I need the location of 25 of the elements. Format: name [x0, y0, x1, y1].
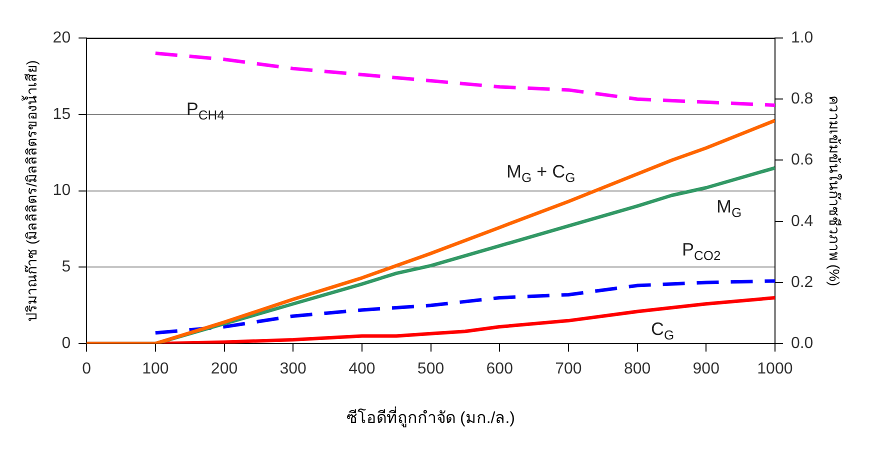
x-tick-label: 200: [210, 360, 238, 378]
y2-tick-label: 0.8: [790, 90, 814, 108]
x-tick-label: 700: [555, 360, 582, 378]
x-tick-label: 900: [692, 360, 720, 378]
y2-tick-label: 0.4: [790, 212, 814, 230]
x-tick-label: 400: [348, 360, 376, 378]
x-tick-label: 800: [624, 360, 651, 378]
y2-tick-label: 0.2: [790, 274, 814, 291]
y2-axis-title: ความเข้มข้นในก๊าซชีวภาพ (%): [826, 95, 843, 286]
x-tick-label: 100: [142, 360, 169, 378]
y2-tick-label: 0.6: [790, 152, 814, 169]
x-tick-label: 300: [280, 360, 307, 378]
x-tick-label: 600: [486, 360, 514, 378]
y-tick-label: 0: [62, 335, 71, 352]
y2-tick-label: 0.0: [790, 335, 814, 352]
y-tick-label: 20: [52, 29, 71, 46]
x-tick-label: 0: [82, 360, 92, 378]
y-tick-label: 10: [52, 182, 71, 200]
y-tick-label: 15: [52, 106, 71, 123]
x-tick-label: 1000: [757, 360, 793, 378]
x-tick-label: 500: [417, 360, 444, 378]
y-axis-title: ปริมาณก๊าซ (มิลลิลิตร/มิลลิลิตรของน้ำเสีย): [21, 60, 40, 322]
y-tick-label: 5: [62, 258, 71, 276]
x-axis-title: ซีโอดีที่ถูกกำจัด (มก./ล.): [346, 406, 515, 428]
y2-tick-label: 1.0: [790, 29, 814, 46]
